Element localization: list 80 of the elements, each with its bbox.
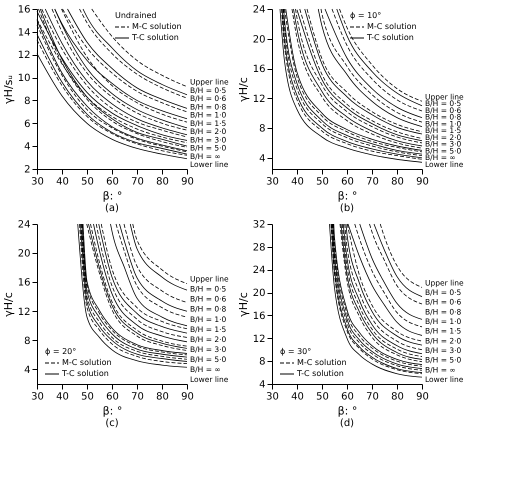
text: (d) [340, 418, 354, 429]
y-tick-label: 16 [252, 310, 266, 322]
y-tick-label: 24 [252, 265, 266, 276]
y-tick-label: 8 [259, 124, 266, 135]
x-tick-label: 30 [266, 176, 279, 188]
x-tick-label: 60 [106, 176, 119, 188]
x-tick-label: 50 [316, 392, 329, 402]
y-tick-label: 4 [24, 142, 30, 153]
x-tick-label: 40 [56, 392, 69, 402]
text: (a) [105, 203, 120, 214]
legend-label: M-C solution [132, 22, 182, 31]
y-tick-label: 20 [252, 288, 266, 300]
x-tick-label: 90 [181, 392, 194, 402]
legend-label: T-C solution [61, 369, 109, 378]
x-tick-label: 40 [291, 392, 304, 402]
legend-label: T-C solution [366, 33, 414, 42]
y-axis-title: γH/sᵤ [2, 75, 15, 104]
x-tick-label: 90 [416, 392, 429, 402]
y-tick-label: 16 [252, 64, 266, 76]
x-tick-label: 60 [106, 392, 119, 402]
text: (b) [340, 203, 354, 214]
y-tick-label: 4 [259, 153, 266, 164]
y-tick-label: 8 [24, 96, 30, 107]
y-tick-label: 24 [18, 220, 30, 230]
x-tick-label: 50 [316, 176, 329, 188]
x-tick-label: 60 [341, 392, 354, 402]
x-tick-label: 30 [31, 392, 44, 402]
x-tick-label: 50 [81, 176, 94, 188]
y-axis-title: γH/c [2, 292, 15, 317]
legend-label: T-C solution [296, 369, 344, 378]
x-tick-label: 70 [366, 176, 379, 188]
x-tick-label: 90 [181, 176, 194, 188]
y-tick-label: 10 [18, 73, 30, 84]
legend-label: M-C solution [367, 22, 417, 31]
legend-label: M-C solution [62, 358, 112, 367]
y-tick-label: 12 [252, 334, 266, 345]
y-tick-label: 4 [24, 364, 30, 376]
y-tick-label: 28 [252, 242, 266, 254]
y-axis-title: γH/c [236, 292, 250, 317]
legend-title: ϕ = 30° [280, 347, 312, 356]
legend-label: M-C solution [297, 358, 347, 367]
y-tick-label: 2 [24, 164, 30, 176]
x-tick-label: 80 [156, 176, 169, 188]
x-tick-label: 70 [131, 392, 144, 402]
y-tick-label: 16 [18, 278, 30, 289]
y-tick-label: 8 [259, 356, 266, 368]
y-tick-label: 12 [18, 50, 30, 62]
x-tick-label: 70 [131, 176, 144, 188]
legend-label: T-C solution [131, 33, 179, 42]
y-tick-label: 4 [259, 380, 266, 390]
legend-title: ϕ = 10° [350, 11, 382, 20]
y-tick-label: 16 [18, 4, 30, 16]
x-axis-title: β: ° [338, 190, 358, 202]
y-tick-label: 32 [252, 220, 266, 230]
y-tick-label: 12 [18, 306, 30, 318]
y-tick-label: 24 [252, 4, 266, 16]
y-tick-label: 8 [24, 336, 30, 347]
y-tick-label: 14 [18, 27, 30, 38]
x-tick-label: 50 [81, 392, 94, 402]
x-tick-label: 80 [391, 392, 404, 402]
y-axis-title: γH/c [236, 77, 250, 102]
x-axis-title: β: ° [102, 404, 122, 418]
x-axis-title: β: ° [102, 190, 122, 202]
legend-title: Undrained [115, 11, 156, 20]
x-tick-label: 60 [341, 176, 354, 188]
x-tick-label: 80 [391, 176, 404, 188]
x-tick-label: 80 [156, 392, 169, 402]
x-tick-label: 70 [366, 392, 379, 402]
x-tick-label: 40 [291, 176, 304, 188]
text: (c) [105, 418, 119, 429]
x-tick-label: 90 [416, 176, 429, 188]
x-tick-label: 40 [56, 176, 69, 188]
y-tick-label: 20 [18, 248, 30, 260]
x-tick-label: 30 [31, 176, 44, 188]
x-axis-title: β: ° [338, 404, 358, 418]
y-tick-label: 6 [24, 118, 30, 130]
y-tick-label: 12 [252, 94, 266, 105]
x-tick-label: 30 [266, 392, 279, 402]
legend-title: ϕ = 20° [45, 347, 76, 356]
y-tick-label: 20 [252, 34, 266, 46]
